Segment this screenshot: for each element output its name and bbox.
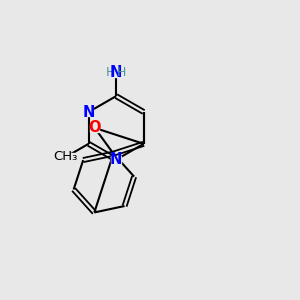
Text: CH₃: CH₃ bbox=[54, 151, 78, 164]
Text: H: H bbox=[117, 66, 126, 80]
Bar bbox=[90, 124, 100, 132]
Bar bbox=[84, 108, 93, 116]
Bar bbox=[58, 152, 74, 161]
Text: O: O bbox=[88, 120, 101, 135]
Text: N: N bbox=[82, 104, 95, 119]
Bar bbox=[111, 156, 121, 164]
Text: N: N bbox=[110, 65, 122, 80]
Text: H: H bbox=[106, 66, 116, 80]
Text: N: N bbox=[110, 152, 122, 167]
Bar bbox=[106, 68, 127, 77]
